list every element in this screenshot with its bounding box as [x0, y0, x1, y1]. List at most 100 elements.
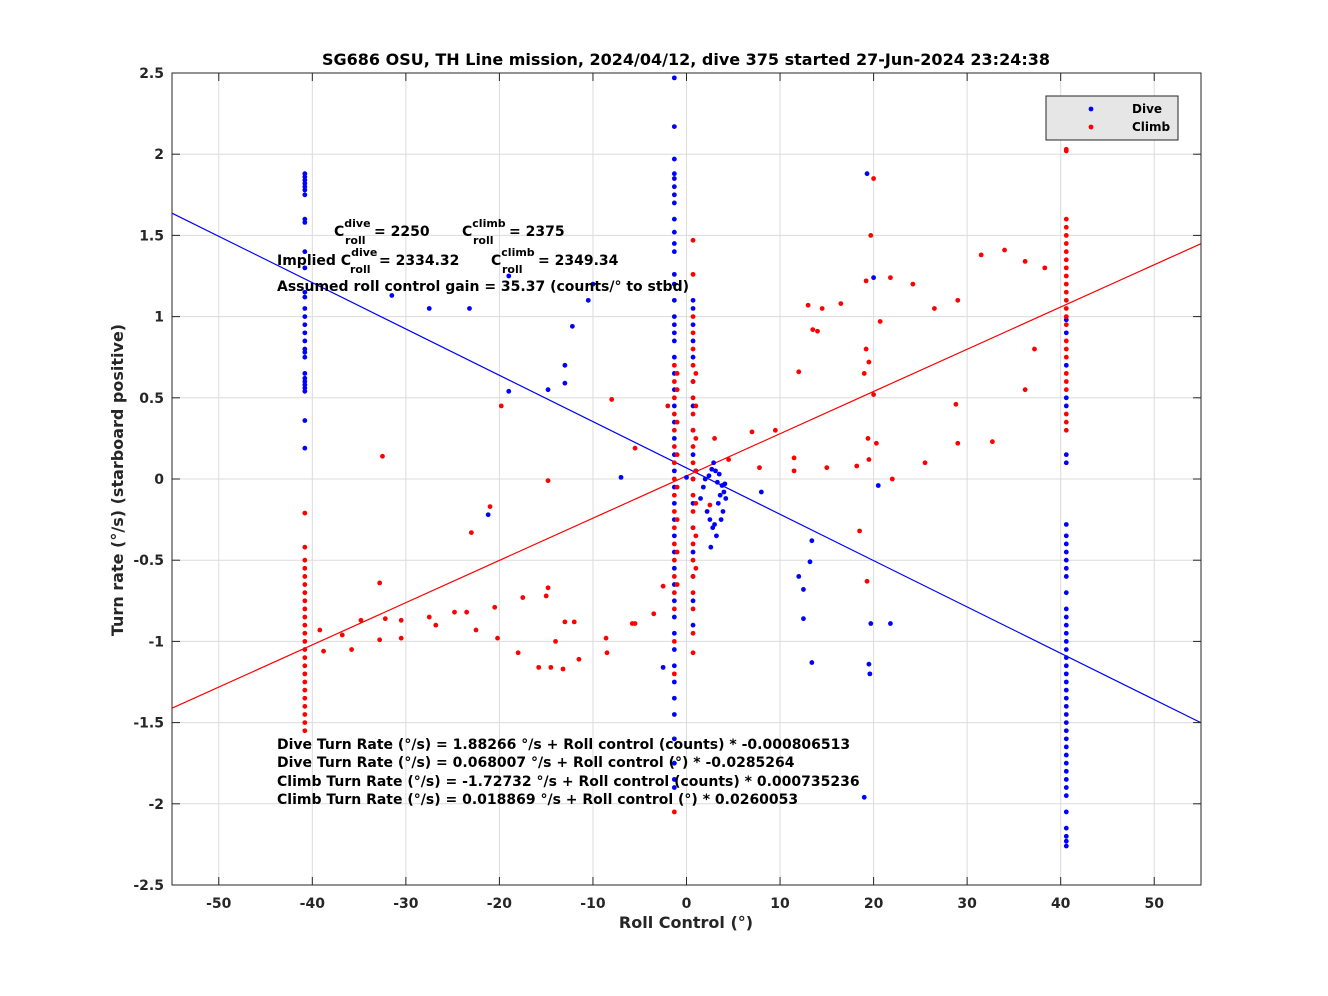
data-point — [796, 369, 802, 375]
data-point — [1063, 549, 1069, 555]
data-point — [1063, 322, 1069, 328]
data-point — [857, 528, 862, 534]
data-point — [716, 471, 722, 477]
data-point — [1063, 744, 1069, 750]
data-point — [690, 541, 696, 547]
data-point — [1063, 346, 1069, 352]
data-point — [698, 496, 703, 501]
data-point — [706, 473, 712, 479]
data-point — [302, 606, 308, 612]
c-roll-dive: Cdive — [334, 217, 371, 240]
data-point — [865, 436, 871, 441]
data-point — [671, 379, 677, 384]
data-point — [953, 401, 959, 407]
data-point — [302, 565, 308, 571]
data-point — [749, 429, 755, 435]
data-point — [671, 533, 677, 539]
legend-marker-climb — [1088, 124, 1094, 130]
data-point — [1063, 314, 1069, 319]
y-tick-label: 1.5 — [139, 228, 164, 244]
data-point — [660, 583, 666, 589]
series-climb — [302, 146, 1069, 815]
data-point — [864, 578, 870, 584]
data-point — [302, 418, 308, 423]
data-point — [302, 322, 308, 328]
x-tick-label: 10 — [770, 896, 790, 912]
data-point — [1063, 452, 1069, 458]
x-tick-label: -10 — [580, 896, 606, 912]
data-point — [1063, 557, 1069, 563]
data-point — [671, 427, 677, 433]
data-point — [873, 440, 879, 446]
data-point — [562, 380, 568, 386]
data-point — [690, 354, 696, 360]
data-point — [714, 479, 720, 485]
data-point — [671, 736, 677, 742]
data-point — [302, 306, 308, 311]
data-point — [1063, 265, 1069, 271]
data-point — [671, 229, 677, 235]
data-point — [989, 439, 995, 445]
data-point — [955, 440, 961, 446]
y-tick-label: 2 — [154, 147, 164, 163]
data-point — [1063, 338, 1069, 344]
data-point — [690, 346, 696, 352]
c-roll-climb: Cclimb — [462, 217, 506, 240]
data-point — [543, 593, 549, 599]
data-point — [1063, 622, 1069, 628]
data-point — [700, 484, 706, 490]
x-axis-label: Roll Control (°) — [619, 913, 753, 932]
data-point — [871, 275, 876, 281]
data-point — [690, 362, 696, 368]
data-point — [492, 604, 498, 610]
data-point — [302, 220, 308, 225]
x-tick-label: -40 — [300, 896, 326, 912]
data-point — [690, 557, 696, 563]
data-point — [562, 619, 568, 625]
data-point — [1063, 533, 1069, 539]
data-point — [693, 436, 699, 441]
data-point — [1063, 395, 1069, 401]
data-point — [726, 457, 731, 462]
data-point — [548, 664, 554, 670]
data-point — [604, 650, 610, 656]
data-point — [498, 403, 504, 409]
data-point — [1032, 346, 1037, 352]
data-point — [772, 427, 778, 433]
data-point — [871, 392, 876, 397]
data-point — [506, 273, 512, 279]
data-point — [690, 525, 696, 531]
data-point — [1063, 752, 1069, 758]
data-point — [302, 712, 308, 717]
data-point — [815, 328, 820, 334]
data-point — [671, 171, 677, 177]
data-point — [674, 371, 680, 376]
data-point — [671, 338, 677, 344]
implied-dive-value: = 2334.32 — [379, 253, 459, 269]
data-point — [1063, 330, 1069, 336]
data-point — [1063, 809, 1069, 815]
data-point — [560, 666, 566, 672]
data-point — [1063, 655, 1069, 661]
data-point — [861, 794, 867, 800]
data-point — [1063, 843, 1069, 849]
data-point — [671, 614, 677, 620]
implied-c-roll-dive: Implied Cdive — [277, 246, 377, 269]
data-point — [671, 297, 677, 303]
data-point — [693, 371, 699, 376]
data-point — [671, 565, 677, 571]
data-point — [302, 354, 308, 360]
data-point — [671, 322, 677, 328]
axis-ticks: -50 -40 -30 -20 -10 0 10 20 30 40 50-2.5-2-1.5-1-0… — [133, 66, 1201, 912]
data-point — [515, 650, 521, 656]
data-point — [671, 590, 677, 596]
data-point — [382, 616, 388, 622]
data-point — [671, 777, 677, 782]
implied-climb-value: = 2349.34 — [538, 253, 619, 269]
data-point — [562, 362, 568, 368]
implied-dive-sub: roll — [350, 263, 371, 276]
data-point — [426, 306, 432, 311]
data-point — [690, 395, 696, 401]
data-point — [690, 379, 696, 384]
data-point — [888, 621, 893, 626]
